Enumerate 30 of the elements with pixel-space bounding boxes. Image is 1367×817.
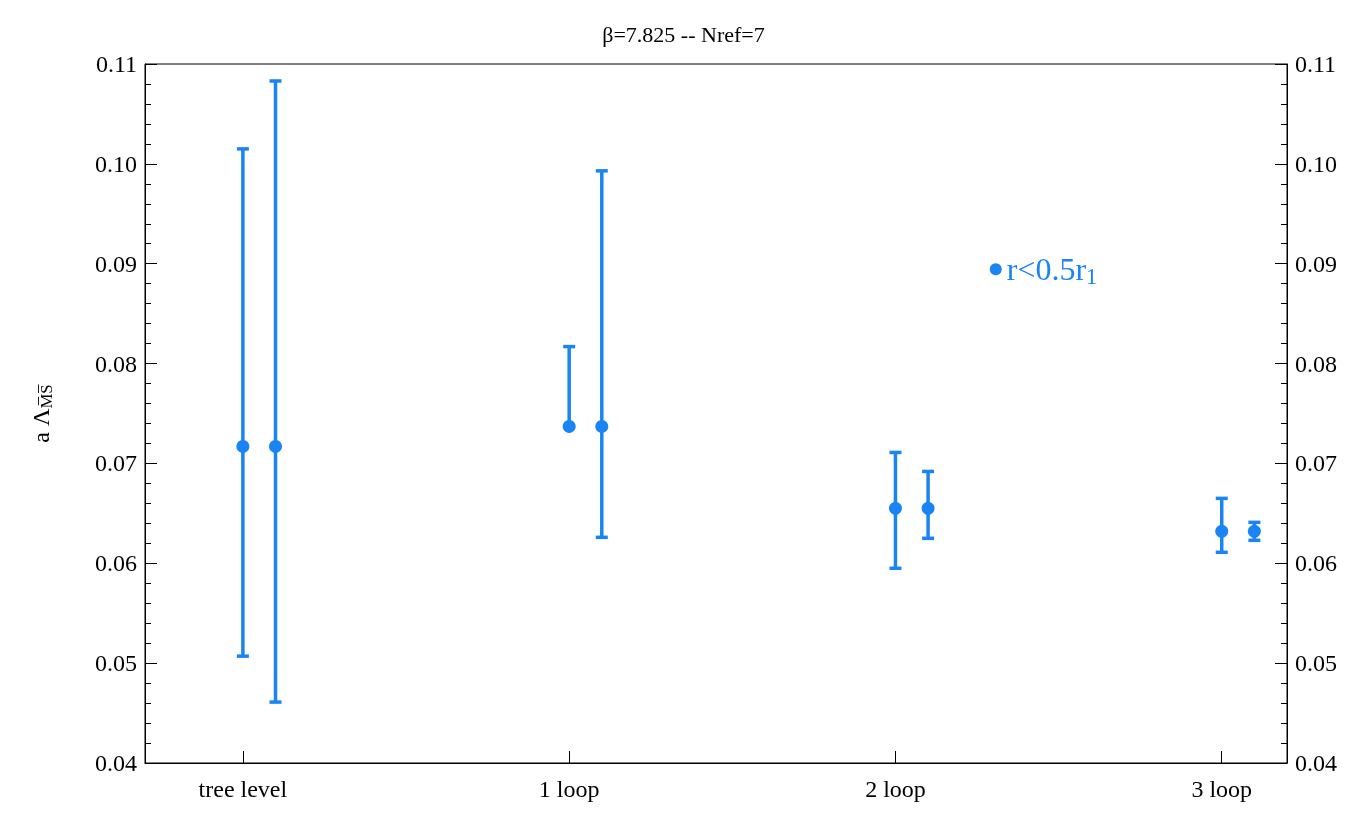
y2-tick-label: 0.06 xyxy=(1295,550,1337,577)
point xyxy=(595,419,609,433)
y-tick-label: 0.11 xyxy=(95,51,137,77)
point xyxy=(1215,524,1229,538)
point xyxy=(562,419,576,433)
point xyxy=(1247,524,1261,538)
y-tick-label: 0.08 xyxy=(95,350,137,377)
y2-tick-label: 0.05 xyxy=(1295,650,1337,677)
y-tick-label: 0.07 xyxy=(95,450,137,477)
chart-title: β=7.825 -- Nref=7 xyxy=(602,21,765,47)
y-tick-label: 0.06 xyxy=(95,550,137,577)
point xyxy=(269,439,283,453)
x-tick-label: 2 loop xyxy=(865,776,926,802)
y2-tick-label: 0.09 xyxy=(1295,250,1337,277)
y-tick-label: 0.10 xyxy=(95,150,137,177)
y2-tick-label: 0.11 xyxy=(1295,51,1337,77)
y2-tick-label: 0.08 xyxy=(1295,350,1337,377)
point xyxy=(921,501,935,515)
point xyxy=(888,501,902,515)
y-tick-label: 0.05 xyxy=(95,650,137,677)
y2-tick-label: 0.04 xyxy=(1295,750,1337,776)
x-tick-label: 3 loop xyxy=(1191,776,1253,802)
x-tick-label: tree level xyxy=(198,776,288,802)
y2-tick-label: 0.10 xyxy=(1295,150,1337,177)
y-axis-title: a ΛM̅S̅ xyxy=(28,383,56,443)
x-tick-label: 1 loop xyxy=(538,776,600,802)
point xyxy=(236,439,250,453)
y-tick-label: 0.04 xyxy=(95,750,137,776)
y2-tick-label: 0.07 xyxy=(1295,450,1337,477)
y-tick-label: 0.09 xyxy=(95,250,137,277)
